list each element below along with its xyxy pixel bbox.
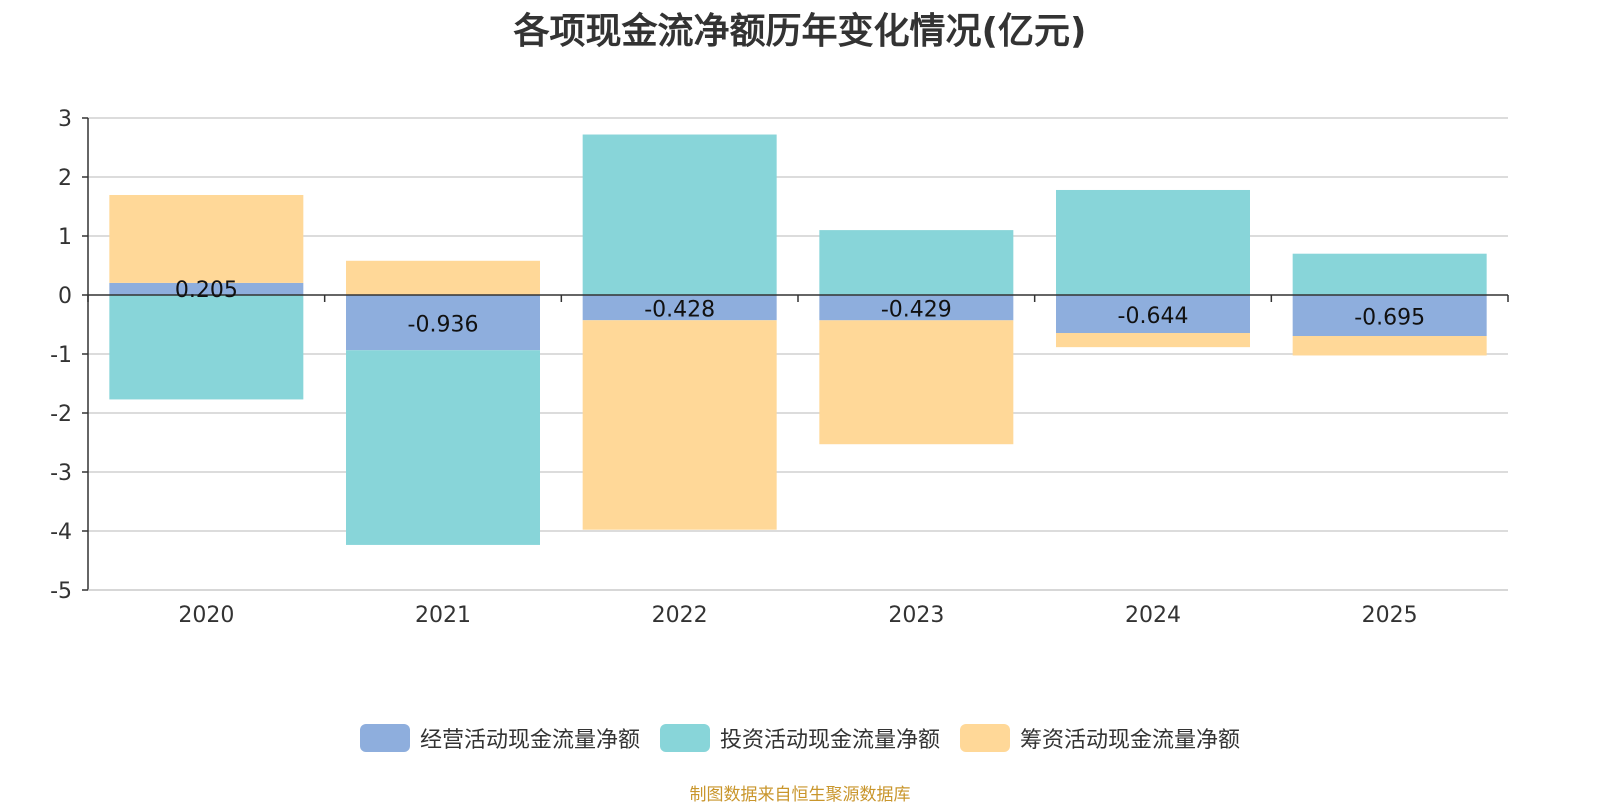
legend-item-operating[interactable]: 经营活动现金流量净额	[359, 722, 640, 754]
bar-financing-2020	[109, 194, 304, 283]
bar-operating-2022	[582, 295, 777, 321]
data-label-operating: -0.428	[644, 298, 715, 323]
bar-financing-2024	[1056, 332, 1250, 348]
data-label-operating: 0.205	[175, 278, 238, 303]
y-tick-label: 0	[58, 284, 72, 309]
y-tick-label: 3	[58, 107, 72, 132]
bar-investing-2025	[1292, 253, 1487, 295]
bar-investing-2023	[819, 230, 1014, 295]
bar-operating-2021	[346, 295, 540, 351]
data-label-operating: -0.644	[1118, 304, 1189, 329]
y-tick-label: 1	[58, 225, 72, 250]
x-tick-label: 2023	[888, 603, 944, 628]
bar-financing-2023	[819, 320, 1014, 445]
x-tick-label: 2024	[1125, 603, 1181, 628]
y-tick-label: 2	[58, 166, 72, 191]
bars	[109, 134, 1487, 545]
legend-item-investing[interactable]: 投资活动现金流量净额	[659, 722, 940, 754]
legend-swatch-financing	[960, 724, 1010, 752]
legend-item-financing[interactable]: 筹资活动现金流量净额	[960, 722, 1240, 754]
bar-operating-2025	[1292, 295, 1487, 337]
legend: 经营活动现金流量净额 投资活动现金流量净额 筹资活动现金流量净额	[0, 722, 1600, 754]
y-tick-label: -4	[50, 520, 72, 545]
bar-investing-2021	[346, 350, 540, 545]
bar-financing-2022	[582, 320, 777, 530]
bar-operating-2020	[109, 282, 304, 295]
y-tick-label: -3	[50, 461, 72, 486]
chart-area: 3 2 1 0 -1 -2 -3 -4 -5 2020 2021 2022 2023 2024 2025 0…	[50, 107, 1509, 628]
bar-operating-2024	[1056, 295, 1250, 333]
y-tick-label: -1	[50, 343, 72, 368]
source-note: 制图数据来自恒生聚源数据库	[689, 785, 911, 805]
chart-title: 各项现金流净额历年变化情况(亿元)	[513, 11, 1087, 52]
axes: 3 2 1 0 -1 -2 -3 -4 -5 2020 2021 2022 2023 2024 2025	[50, 107, 1509, 628]
bar-financing-2021	[346, 260, 540, 295]
legend-label-operating: 经营活动现金流量净额	[419, 728, 640, 753]
y-tick-label: -5	[50, 579, 72, 604]
legend-label-financing: 筹资活动现金流量净额	[1020, 728, 1241, 753]
bar-operating-2023	[819, 295, 1014, 321]
bar-investing-2024	[1056, 189, 1250, 295]
bar-financing-2025	[1292, 336, 1487, 356]
x-tick-label: 2021	[415, 603, 471, 628]
y-tick-label: -2	[50, 402, 72, 427]
legend-label-investing: 投资活动现金流量净额	[719, 728, 940, 753]
data-label-operating: -0.936	[408, 313, 479, 338]
x-tick-label: 2022	[652, 603, 708, 628]
x-tick-label: 2020	[178, 603, 234, 628]
x-tick-label: 2025	[1362, 603, 1418, 628]
legend-swatch-operating	[359, 724, 410, 752]
legend-swatch-investing	[659, 724, 710, 752]
data-label-operating: -0.695	[1354, 306, 1425, 331]
data-labels: 0.205 -0.936 -0.428 -0.429 -0.644 -0.695	[175, 278, 1425, 338]
bar-investing-2020	[109, 295, 304, 400]
bar-investing-2022	[582, 134, 777, 295]
data-label-operating: -0.429	[881, 298, 952, 323]
